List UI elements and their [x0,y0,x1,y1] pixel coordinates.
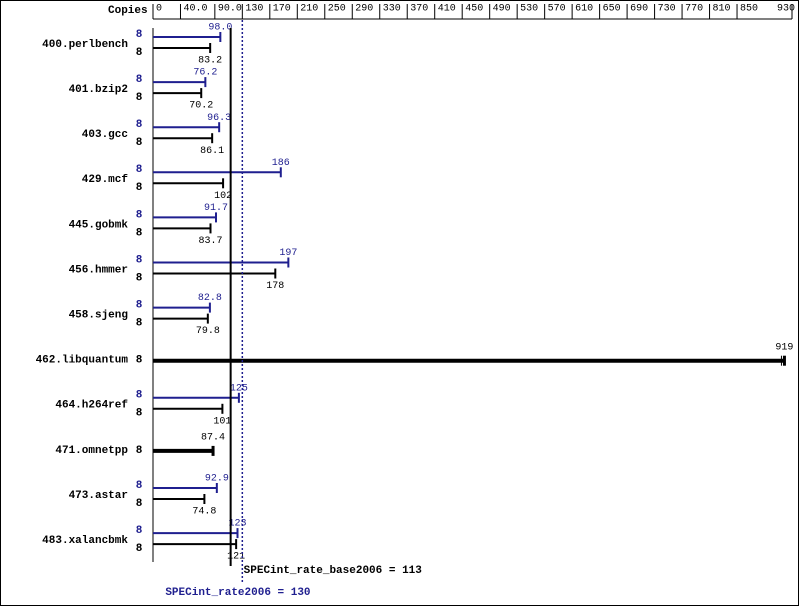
x-tick-label: 850 [740,4,758,15]
value-label: 186 [272,158,290,169]
value-label: 919 [775,342,793,353]
x-tick-label: 490 [493,4,511,15]
x-tick-label: 330 [383,4,401,15]
copies-label: 8 [136,119,143,131]
reference-label: SPECint_rate_base2006 = 113 [244,565,423,577]
copies-label: 8 [136,525,143,537]
value-label: 82.8 [198,293,222,304]
x-tick-label: 40.0 [183,4,207,15]
value-label: 79.8 [196,326,220,337]
benchmark-label: 429.mcf [82,174,129,186]
value-label: 91.7 [204,203,228,214]
x-tick-label: 290 [355,4,373,15]
copies-label: 8 [136,355,143,367]
value-label: 123 [229,519,247,530]
copies-label: 8 [136,390,143,402]
benchmark-label: 483.xalancbmk [42,535,128,547]
copies-label: 8 [136,74,143,86]
x-tick-label: 410 [438,4,456,15]
x-tick-label: 730 [658,4,676,15]
value-label: 121 [227,552,245,563]
value-label: 92.9 [205,474,229,485]
copies-label: 8 [136,300,143,312]
copies-label: 8 [136,254,143,266]
value-label: 98.0 [208,23,232,34]
copies-label: 8 [136,164,143,176]
x-tick-label: 250 [328,4,346,15]
x-tick-label: 210 [300,4,318,15]
x-tick-label: 90.0 [218,4,242,15]
value-label: 197 [279,248,297,259]
benchmark-label: 462.libquantum [36,355,129,367]
x-tick-label: 930 [777,4,795,15]
x-tick-label: 610 [575,4,593,15]
benchmark-label: 473.astar [69,490,128,502]
x-tick-label: 0 [156,4,162,15]
benchmark-label: 456.hmmer [69,264,128,276]
value-label: 70.2 [189,101,213,112]
value-label: 86.1 [200,146,224,157]
copies-label: 8 [136,543,143,555]
x-tick-label: 530 [520,4,538,15]
x-tick-label: 370 [410,4,428,15]
benchmark-label: 400.perlbench [42,39,128,51]
value-label: 102 [214,191,232,202]
x-tick-label: 690 [630,4,648,15]
value-label: 178 [266,281,284,292]
benchmark-label: 403.gcc [82,129,128,141]
copies-label: 8 [136,209,143,221]
x-tick-label: 810 [713,4,731,15]
copies-label: 8 [136,29,143,41]
x-tick-label: 650 [603,4,621,15]
value-label: 83.2 [198,56,222,67]
copies-label: 8 [136,272,143,284]
copies-label: 8 [136,498,143,510]
copies-label: 8 [136,137,143,149]
value-label: 101 [213,416,231,427]
x-tick-label: 570 [548,4,566,15]
copies-label: 8 [136,47,143,59]
copies-label: 8 [136,227,143,239]
copies-label: 8 [136,408,143,420]
benchmark-label: 401.bzip2 [69,84,128,96]
reference-label: SPECint_rate2006 = 130 [165,587,310,599]
copies-label: 8 [136,92,143,104]
value-label: 87.4 [201,433,225,444]
x-tick-label: 450 [465,4,483,15]
value-label: 76.2 [193,68,217,79]
copies-label: 8 [136,480,143,492]
copies-label: 8 [136,318,143,330]
benchmark-label: 445.gobmk [69,219,129,231]
copies-header: Copies [108,5,148,17]
x-tick-label: 130 [245,4,263,15]
benchmark-label: 464.h264ref [55,400,128,412]
benchmark-label: 471.omnetpp [55,445,128,457]
copies-label: 8 [136,182,143,194]
value-label: 74.8 [192,507,216,518]
copies-label: 8 [136,445,143,457]
x-tick-label: 170 [273,4,291,15]
value-label: 125 [230,383,248,394]
value-label: 83.7 [199,236,223,247]
benchmark-label: 458.sjeng [69,310,128,322]
x-tick-label: 770 [685,4,703,15]
value-label: 96.3 [207,113,231,124]
